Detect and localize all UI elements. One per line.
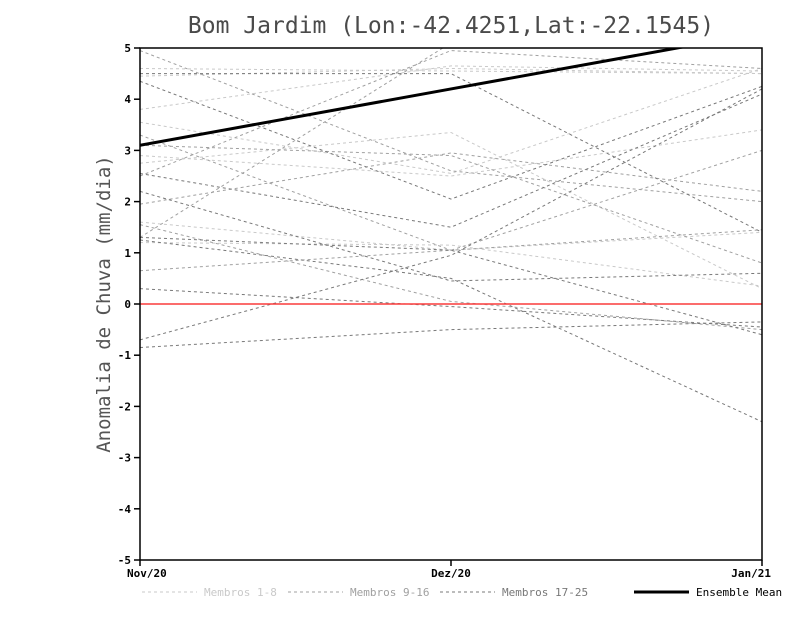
member-line — [140, 93, 762, 228]
legend-label: Ensemble Mean — [696, 586, 782, 599]
member-line — [140, 221, 762, 251]
member-line — [140, 224, 762, 331]
member-line — [140, 129, 762, 177]
legend-label: Membros 17-25 — [502, 586, 588, 599]
y-axis-label: Anomalia de Chuva (mm/dia) — [93, 155, 115, 452]
member-line — [140, 131, 762, 290]
y-tick-label: 0 — [124, 298, 131, 311]
x-tick-label: Dez/20 — [431, 567, 471, 580]
y-tick-label: -4 — [118, 503, 132, 516]
x-tick-label: Jan/21 — [731, 567, 771, 580]
member-line — [140, 288, 762, 328]
y-tick-label: 4 — [124, 93, 131, 106]
member-line — [140, 73, 762, 233]
series-layer — [140, 48, 762, 423]
member-line — [140, 68, 762, 174]
member-line — [140, 152, 762, 205]
y-tick-label: -2 — [118, 400, 131, 413]
y-tick-label: 2 — [124, 196, 131, 209]
x-tick-label: Nov/20 — [127, 567, 167, 580]
member-line — [140, 134, 762, 251]
y-tick-label: -1 — [118, 349, 132, 362]
chart-title: Bom Jardim (Lon:-42.4251,Lat:-22.1545) — [188, 13, 714, 39]
member-line — [140, 242, 762, 287]
member-line — [140, 190, 762, 282]
y-tick-label: -5 — [118, 554, 131, 567]
member-line — [140, 67, 762, 75]
member-line — [140, 88, 762, 341]
member-line — [140, 239, 762, 423]
ensemble-mean-line — [140, 48, 686, 147]
member-line — [140, 149, 762, 272]
y-tick-label: -3 — [118, 452, 131, 465]
member-line — [140, 50, 762, 177]
legend-label: Membros 9-16 — [350, 586, 429, 599]
member-line — [140, 48, 762, 238]
y-tick-label: 1 — [124, 247, 131, 260]
member-line — [140, 65, 762, 110]
member-line — [140, 144, 762, 264]
member-line — [140, 50, 762, 203]
member-line — [140, 321, 762, 349]
member-line — [140, 67, 762, 77]
y-tick-label: 3 — [124, 144, 131, 157]
member-line — [140, 236, 762, 336]
legend: Membros 1-8 Membros 9-16 Membros 17-25 Ense… — [142, 586, 782, 599]
member-line — [140, 80, 762, 200]
y-tick-label: 5 — [124, 42, 131, 55]
legend-label: Membros 1-8 — [204, 586, 277, 599]
